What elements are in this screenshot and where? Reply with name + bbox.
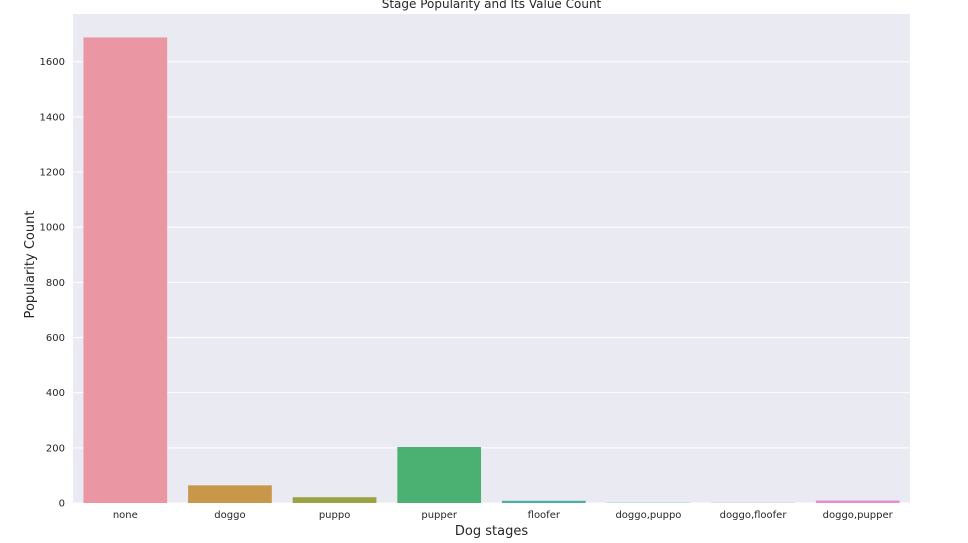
x-tick-label: puppo	[319, 510, 351, 521]
bar-none	[83, 37, 168, 503]
x-tick-label: pupper	[421, 510, 458, 521]
gridlines	[73, 61, 910, 504]
bars	[83, 37, 900, 503]
bar-pupper	[397, 447, 482, 503]
y-tick-label: 0	[59, 499, 65, 510]
x-tick-label: doggo	[214, 510, 245, 521]
y-tick-label: 600	[46, 333, 65, 344]
bar-doggo-pupper	[815, 500, 900, 503]
x-tick-label: doggo,pupper	[823, 510, 894, 521]
y-tick-label: 400	[46, 388, 65, 399]
x-tick-label: doggo,floofer	[720, 510, 788, 521]
x-tick-label: none	[113, 510, 138, 521]
x-axis-ticks: none doggo puppo pupper floofer doggo,puppo do…	[113, 510, 894, 521]
y-axis-label: Popularity Count	[23, 211, 38, 319]
x-tick-label: floofer	[528, 510, 561, 521]
x-tick-label: doggo,puppo	[615, 510, 681, 521]
y-axis-ticks: 0 200 400 600 800 1000 1200 1400 1600	[40, 57, 65, 509]
y-tick-label: 1200	[40, 168, 65, 179]
x-axis-label: Dog stages	[455, 524, 528, 539]
y-tick-label: 1600	[40, 57, 65, 68]
chart-title: Stage Popularity and Its Value Count	[382, 0, 602, 11]
plot-area	[73, 14, 910, 503]
y-tick-label: 800	[46, 278, 65, 289]
bar-puppo	[292, 497, 377, 503]
bar-floofer	[501, 500, 586, 503]
y-tick-label: 1400	[40, 112, 65, 123]
y-tick-label: 1000	[40, 223, 65, 234]
y-tick-label: 200	[46, 443, 65, 454]
bar-doggo	[188, 485, 272, 503]
